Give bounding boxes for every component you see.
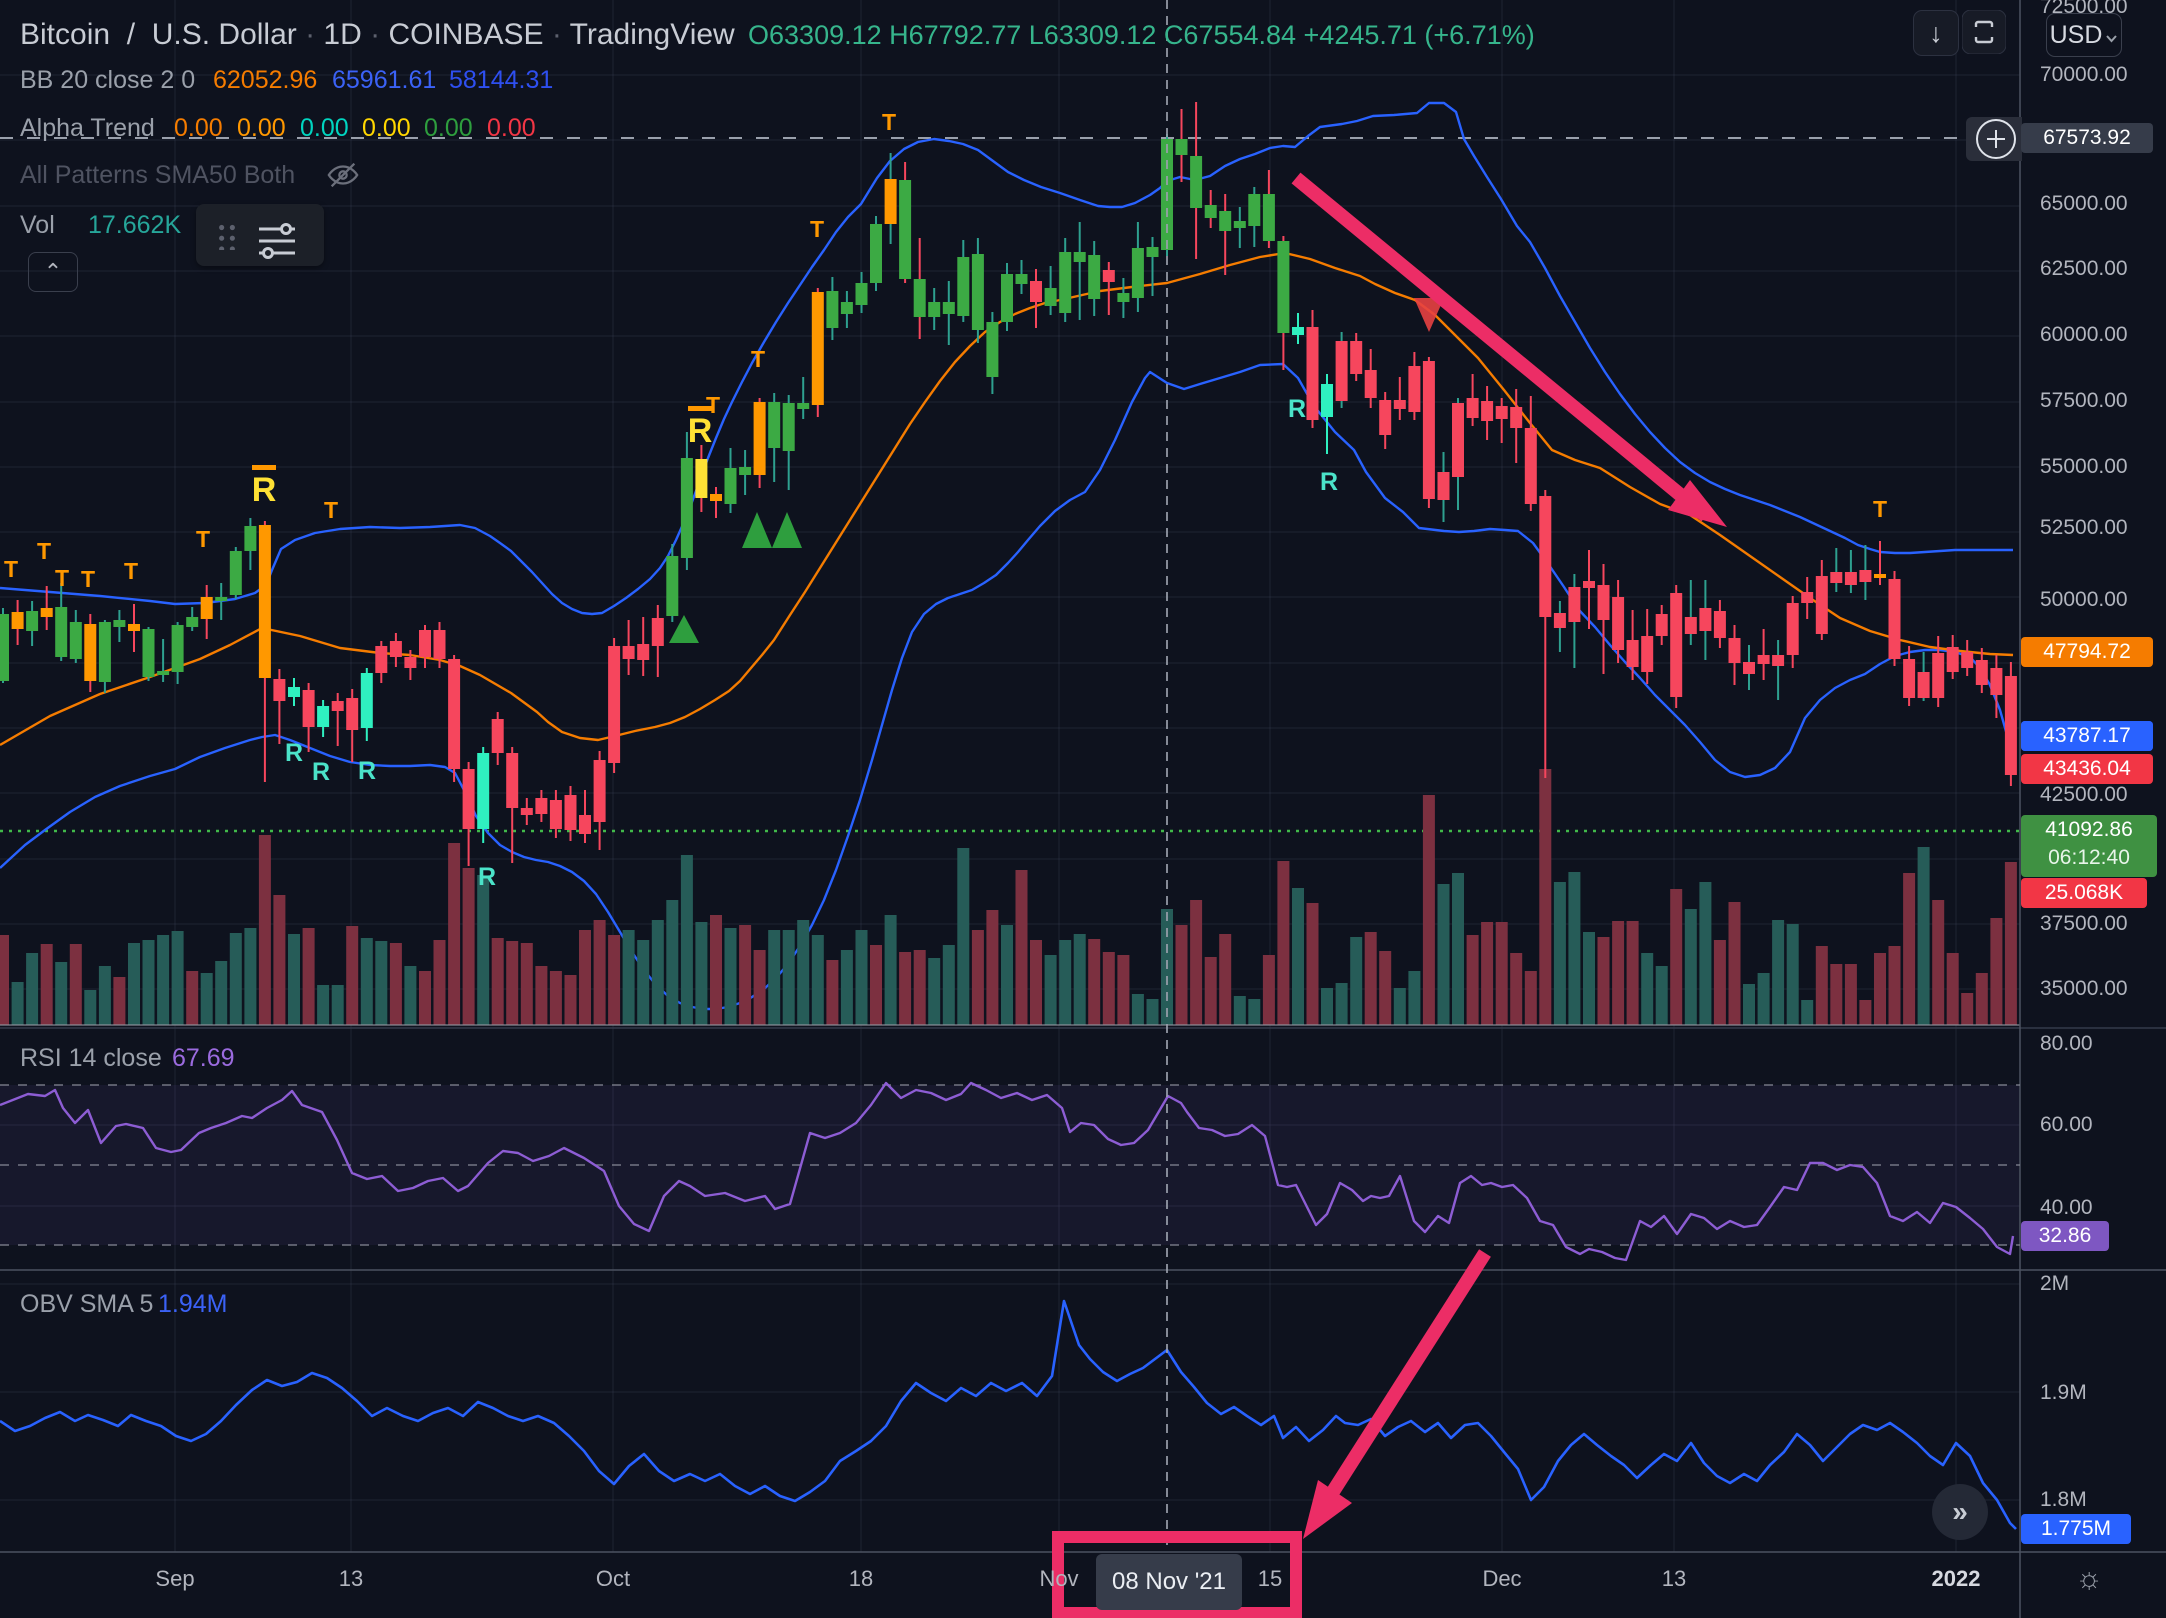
svg-text:T: T <box>751 346 765 372</box>
svg-text:T: T <box>810 216 824 242</box>
svg-text:R: R <box>285 739 303 767</box>
svg-text:T: T <box>882 109 896 135</box>
svg-text:T: T <box>124 558 138 584</box>
svg-text:T: T <box>55 565 69 591</box>
svg-text:T: T <box>706 392 720 418</box>
svg-text:R: R <box>358 757 376 785</box>
svg-text:R: R <box>1288 395 1306 423</box>
svg-text:T: T <box>4 556 18 582</box>
svg-text:R: R <box>252 471 277 509</box>
svg-text:R: R <box>688 412 713 450</box>
svg-text:R: R <box>478 863 496 891</box>
svg-text:T: T <box>196 526 210 552</box>
svg-text:T: T <box>324 497 338 523</box>
svg-text:R: R <box>312 758 330 786</box>
svg-text:T: T <box>81 566 95 592</box>
svg-text:T: T <box>1873 496 1887 522</box>
svg-text:T: T <box>37 538 51 564</box>
svg-text:R: R <box>1320 468 1338 496</box>
